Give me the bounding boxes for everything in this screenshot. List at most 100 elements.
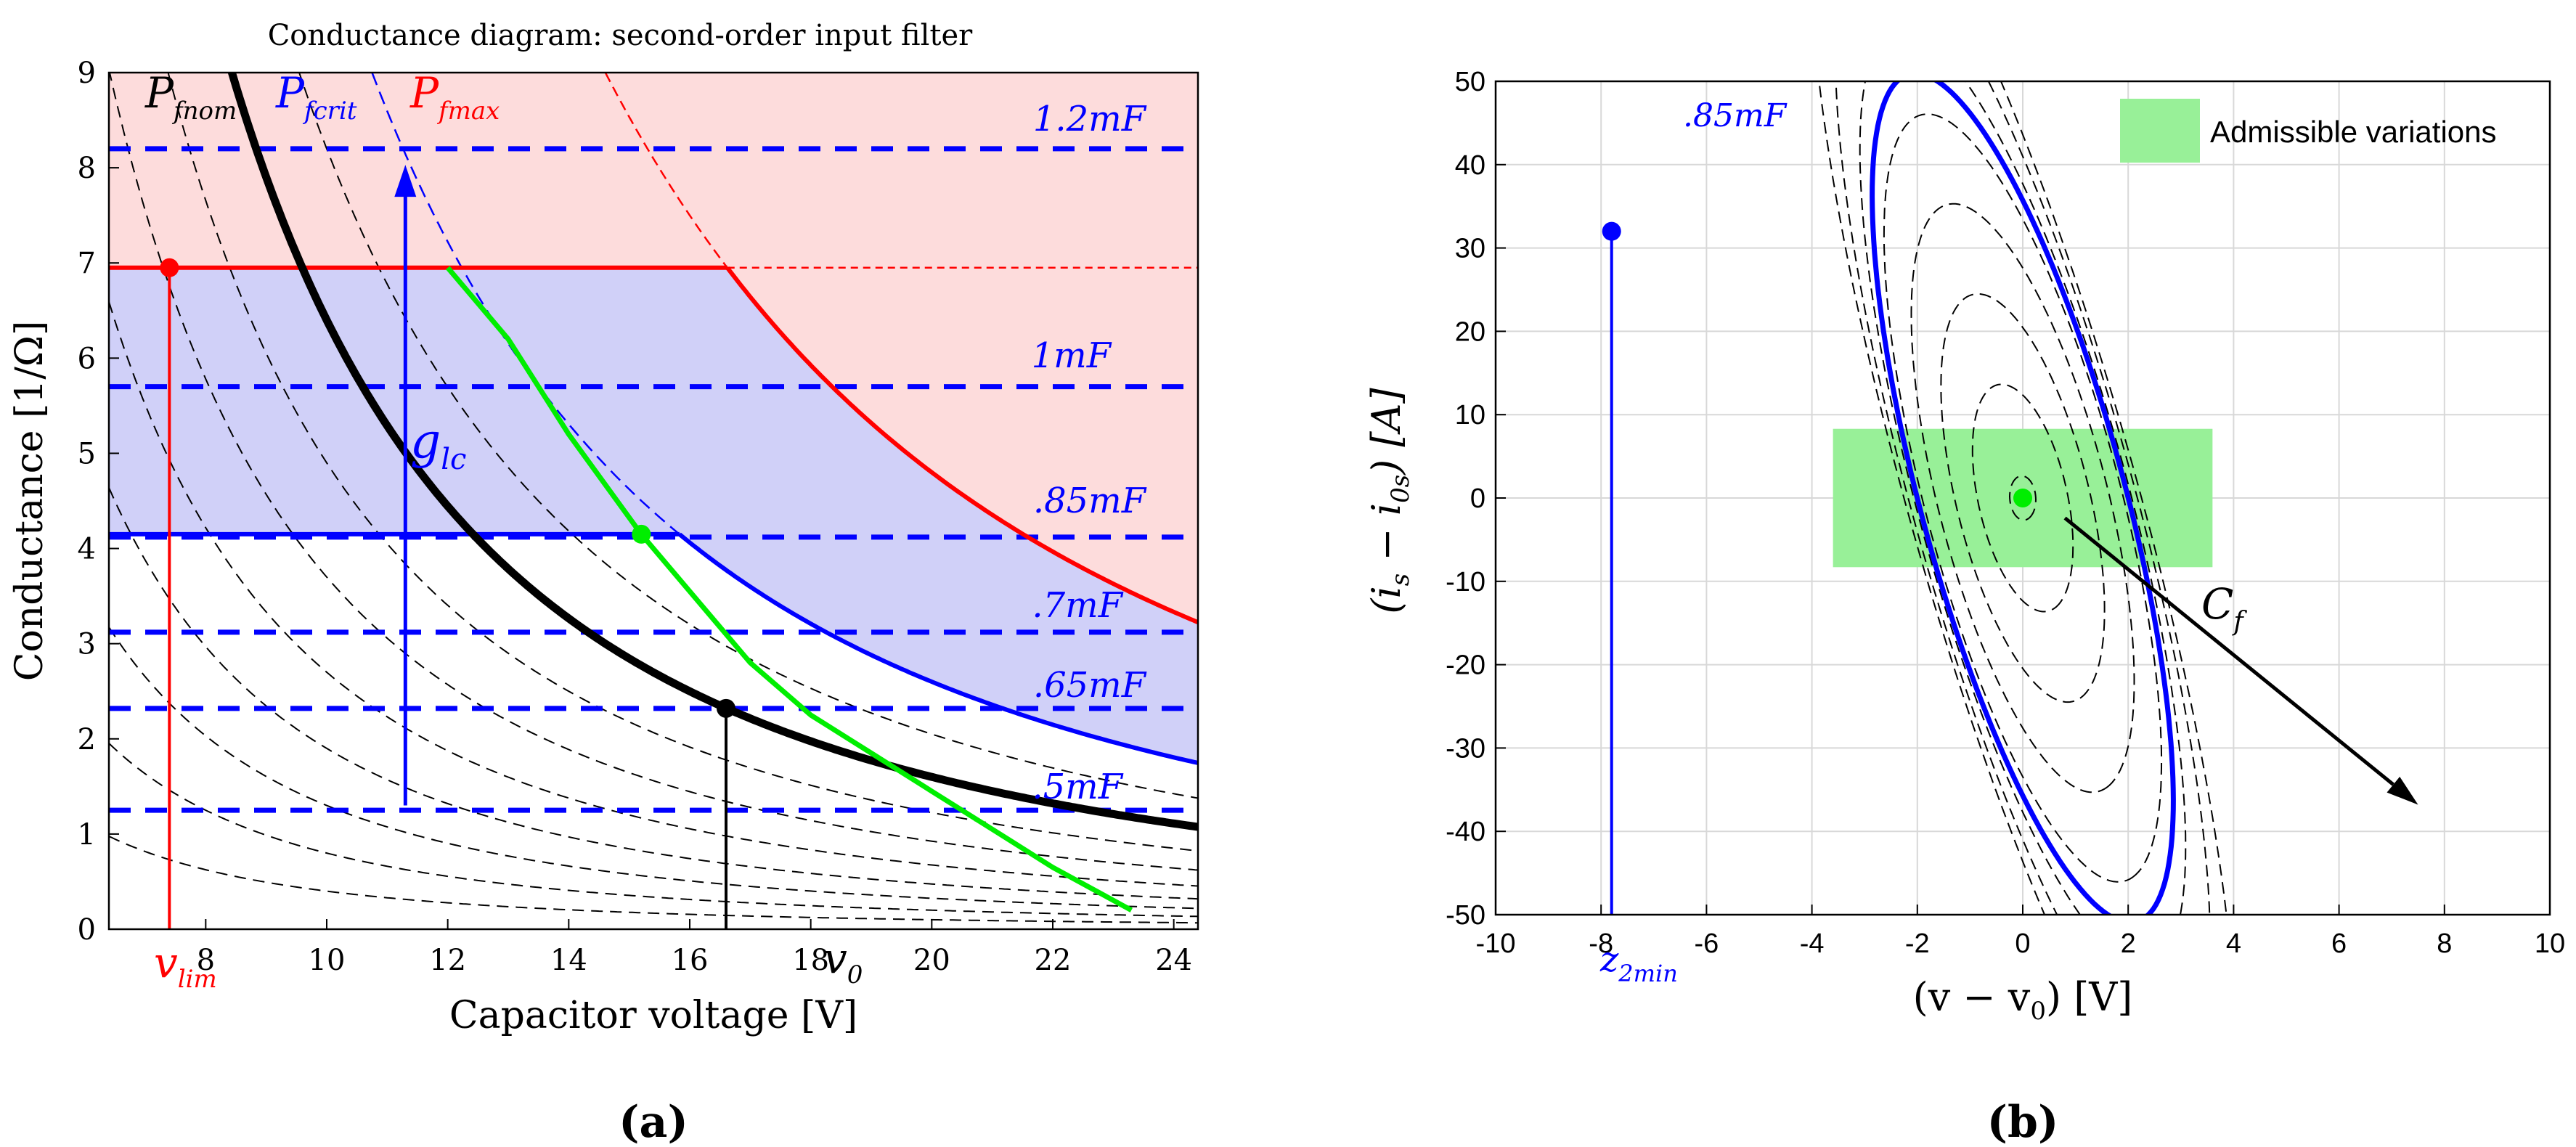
label-v0: v0 — [823, 934, 863, 989]
b-x-tick-label-0: 0 — [2015, 928, 2030, 959]
power-curve-4 — [109, 301, 1198, 887]
x-tick-label-20: 20 — [913, 944, 950, 977]
y-tick-label-5: 5 — [78, 437, 96, 470]
x-tick-label-14: 14 — [550, 944, 587, 977]
cap-label-0-5mF: .5mF — [1032, 767, 1123, 807]
contour-ellipse-5 — [1859, 81, 2187, 915]
y-tick-label-6: 6 — [78, 342, 96, 375]
y-tick-label-0: 0 — [78, 913, 96, 947]
cf-arrow-shaft — [2063, 516, 2394, 786]
cap-label-0-65mF: .65mF — [1033, 665, 1147, 706]
panel-b-y-axis-label: (is − i0s) [A] — [1364, 388, 1415, 614]
x-tick-label-8: 8 — [197, 944, 215, 977]
y-tick-label-3: 3 — [78, 628, 96, 661]
b-y-tick-label--10: -10 — [1446, 567, 1485, 597]
legend-swatch-admissible — [2120, 99, 2200, 163]
y-tick-label-1: 1 — [78, 818, 96, 852]
b-x-tick-label--8: -8 — [1589, 928, 1613, 959]
cap-label-0-7mF: .7mF — [1032, 585, 1123, 626]
label-cf: Cf — [2201, 579, 2247, 637]
label-g-lc: glc — [410, 413, 466, 476]
panel-b-grid — [1495, 81, 2551, 915]
b-x-tick-label-6: 6 — [2331, 928, 2347, 959]
contour-ellipse-0 — [2009, 475, 2037, 521]
panel-b-x-axis-label: (v − v0) [V] — [1913, 974, 2133, 1026]
b-y-tick-label-0: 0 — [1470, 483, 1485, 514]
pink-forbidden-region — [109, 73, 1198, 623]
x-tick-label-12: 12 — [429, 944, 466, 977]
panel-b-state-plane: -10 -8 -6 -4 -2 0 2 4 6 8 10-50-40-30-20-100102030… — [1364, 67, 2565, 1147]
b-y-tick-label-40: 40 — [1455, 150, 1485, 181]
contour-ellipse-1 — [1971, 383, 2074, 613]
power-curve-0 — [109, 836, 1198, 924]
x-tick-label-24: 24 — [1155, 944, 1192, 977]
panel-a-axes-frame — [107, 71, 1199, 931]
contour-ellipse-2 — [1940, 293, 2106, 703]
p-fnom-curve — [227, 73, 1198, 831]
b-x-tick-label--10: -10 — [1476, 928, 1516, 959]
b-x-tick-label--6: -6 — [1695, 928, 1719, 959]
ellipse-0-85mF — [1870, 81, 2176, 915]
contour-ellipse-6 — [1835, 81, 2211, 915]
x-tick-label-10: 10 — [309, 944, 346, 977]
panel-a-y-axis-label: Conductance [1/Ω] — [8, 321, 52, 682]
label-v-lim: vlim — [154, 938, 217, 994]
point-z2min — [1602, 221, 1621, 241]
panel-b-ticks: -10 -8 -6 -4 -2 0 2 4 6 8 10-50-40-30-20-100102030… — [1446, 67, 2565, 959]
b-x-tick-label-8: 8 — [2437, 928, 2452, 959]
point-operating — [717, 698, 735, 718]
label-p-fcrit: Pfcrit — [275, 68, 357, 126]
b-x-tick-label-10: 10 — [2535, 928, 2565, 959]
b-x-tick-label--4: -4 — [1800, 928, 1825, 959]
b-x-tick-label-2: 2 — [2121, 928, 2136, 959]
green-stability-boundary — [446, 266, 1133, 913]
b-y-tick-label-50: 50 — [1455, 67, 1485, 97]
b-y-tick-label-10: 10 — [1455, 400, 1485, 430]
b-x-tick-label-4: 4 — [2226, 928, 2241, 959]
point-origin — [2013, 489, 2032, 507]
cap-label-1-2mF: 1.2mF — [1033, 99, 1147, 139]
power-curve-3 — [109, 487, 1198, 900]
power-curve-5 — [109, 73, 1198, 871]
b-y-tick-label-20: 20 — [1455, 317, 1485, 347]
b-y-tick-label--40: -40 — [1446, 817, 1485, 847]
contour-ellipse-4 — [1883, 113, 2163, 883]
power-curve-2 — [109, 626, 1198, 910]
power-curve-8 — [298, 73, 1198, 799]
power-curve-1 — [109, 743, 1198, 918]
b-y-tick-label-30: 30 — [1455, 234, 1485, 264]
y-tick-label-9: 9 — [78, 57, 96, 90]
x-tick-label-16: 16 — [672, 944, 709, 977]
b-y-tick-label--30: -30 — [1446, 733, 1485, 764]
x-tick-label-22: 22 — [1035, 944, 1072, 977]
y-tick-label-2: 2 — [78, 723, 96, 756]
power-curve-6 — [167, 73, 1198, 852]
panel-a-conductance-diagram: Conductance diagram: second-order input … — [8, 19, 1199, 1147]
y-tick-label-7: 7 — [78, 247, 96, 280]
b-y-tick-label--50: -50 — [1446, 900, 1485, 931]
label-p-fmax: Pfmax — [409, 68, 500, 126]
panel-a-x-axis-label: Capacitor voltage [V] — [449, 994, 857, 1037]
b-x-tick-label--2: -2 — [1905, 928, 1930, 959]
panel-a-overlay — [160, 165, 735, 929]
label-p-fnom: Pfnom — [144, 68, 237, 126]
g-lc-arrow-head — [394, 165, 417, 197]
panel-a-caption-label: (a) — [619, 1097, 688, 1147]
panel-a-title: Conductance diagram: second-order input … — [268, 19, 973, 52]
point-critical — [632, 524, 651, 544]
x-tick-label-18: 18 — [792, 944, 829, 977]
p-fmax-boundary-curve — [725, 266, 1198, 625]
point-limit — [160, 258, 179, 277]
panel-b-overlay — [1602, 221, 2418, 805]
b-y-tick-label--20: -20 — [1446, 650, 1485, 681]
p-fcrit-boundary-curve — [677, 532, 1198, 766]
cap-label-0-85mF: .85mF — [1033, 481, 1147, 521]
lavender-critical-region — [109, 267, 1198, 763]
y-tick-label-8: 8 — [78, 152, 96, 185]
panel-b-legend: Admissible variations — [2120, 99, 2497, 163]
cap-label-1mF: 1mF — [1032, 335, 1112, 376]
contour-ellipse-3 — [1910, 203, 2135, 793]
label-z2min: z2min — [1599, 939, 1678, 987]
